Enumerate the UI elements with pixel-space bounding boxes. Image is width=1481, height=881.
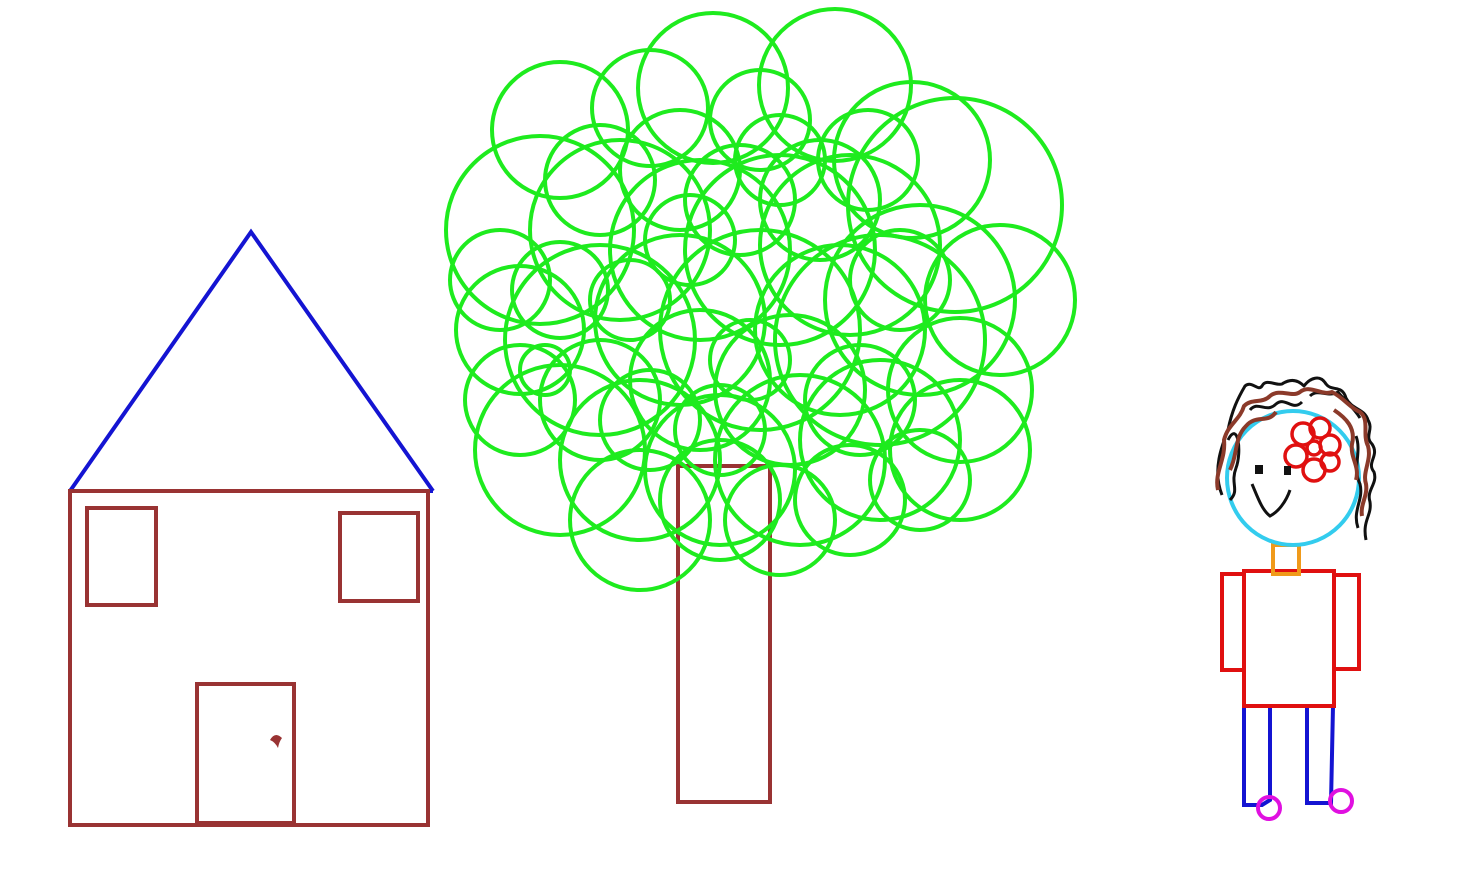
house-roof (68, 228, 435, 493)
foliage-scribble (543, 123, 657, 237)
foliage-scribble (658, 228, 862, 432)
house-window-left (85, 506, 158, 607)
tree (444, 7, 1077, 804)
foliage-scribble (823, 203, 1017, 397)
foliage-scribble (643, 193, 737, 287)
door-knob (270, 734, 282, 748)
foliage-scribble (793, 443, 907, 557)
foliage-scribble (888, 378, 1032, 522)
person-eye-right (1284, 466, 1291, 475)
foliage-scribble (598, 368, 702, 472)
foliage-scribble (733, 113, 827, 207)
foliage-scribble (618, 108, 742, 232)
bow-loop-2 (1308, 416, 1332, 440)
person-leg-right (1305, 705, 1335, 805)
foliage-scribble (448, 228, 552, 332)
house-door (195, 682, 296, 825)
foliage-scribble (490, 60, 630, 200)
person-foot-right (1328, 788, 1354, 814)
foliage-scribble (868, 428, 972, 532)
tree-trunk (676, 464, 772, 804)
foliage-scribble (848, 228, 952, 332)
foliage-scribble (558, 378, 722, 542)
foliage-scribble (923, 223, 1077, 377)
bow-loop-7 (1305, 439, 1323, 457)
foliage-scribble (538, 338, 662, 462)
foliage-scribble (463, 343, 577, 457)
foliage-scribble (588, 258, 672, 342)
foliage-scribble (798, 358, 962, 522)
person-eye-left (1255, 465, 1263, 474)
foliage-scribble (444, 134, 636, 326)
foliage-scribble (683, 143, 797, 257)
person-hair-brown (1215, 387, 1371, 517)
foliage-scribble (503, 243, 697, 437)
bow-loop-6 (1319, 451, 1341, 473)
foliage-scribble (510, 240, 610, 340)
person (1215, 376, 1377, 821)
foliage-scribble (713, 313, 867, 467)
person-leg-left (1242, 706, 1272, 807)
person-mouth (1250, 483, 1292, 518)
foliage-scribble (628, 308, 772, 452)
foliage-scribble (803, 343, 917, 457)
foliage-scribble (528, 138, 712, 322)
bow-loop-4 (1283, 443, 1309, 469)
foliage-scribble (708, 318, 792, 402)
foliage-scribble (518, 343, 572, 397)
house-window-right (338, 511, 420, 603)
house (68, 228, 435, 827)
foliage-scribble (753, 243, 927, 417)
person-hair-bow (1283, 416, 1342, 483)
person-arm-left (1220, 572, 1246, 672)
foliage-scribble (636, 11, 790, 165)
person-foot-left (1256, 795, 1282, 821)
foliage-scribble (568, 448, 712, 592)
foliage-scribble (658, 438, 782, 562)
person-hair-dark (1216, 376, 1377, 541)
person-arm-right (1332, 573, 1361, 671)
foliage-scribble (758, 153, 942, 337)
tree-foliage (444, 7, 1077, 592)
foliage-scribble (590, 48, 710, 168)
